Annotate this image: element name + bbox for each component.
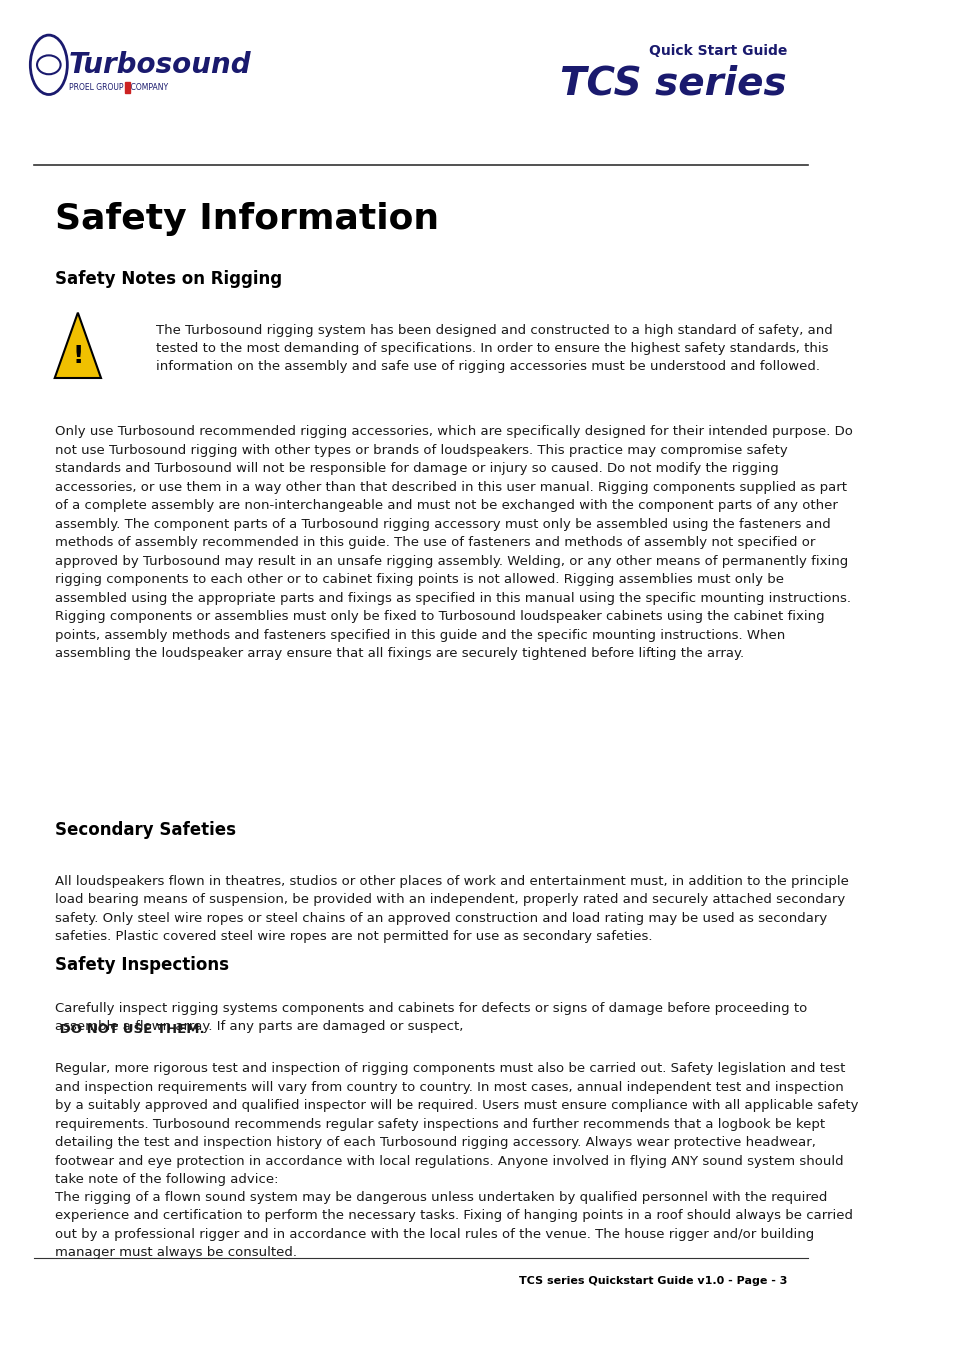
Text: Only use Turbosound recommended rigging accessories, which are specifically desi: Only use Turbosound recommended rigging …: [54, 425, 852, 660]
Text: PROEL GROUP   COMPANY: PROEL GROUP COMPANY: [69, 84, 168, 92]
Text: TCS series: TCS series: [559, 65, 786, 103]
Polygon shape: [54, 313, 101, 378]
Text: Safety Information: Safety Information: [54, 202, 438, 236]
Text: DO NOT USE THEM.: DO NOT USE THEM.: [54, 1023, 204, 1035]
Text: !: !: [72, 344, 84, 367]
Text: The rigging of a flown sound system may be dangerous unless undertaken by qualif: The rigging of a flown sound system may …: [54, 1191, 852, 1260]
Text: TCS series Quickstart Guide v1.0 - Page - 3: TCS series Quickstart Guide v1.0 - Page …: [518, 1276, 786, 1285]
Bar: [125, 82, 130, 93]
Text: Turbosound: Turbosound: [69, 51, 252, 78]
Text: Regular, more rigorous test and inspection of rigging components must also be ca: Regular, more rigorous test and inspecti…: [54, 1062, 858, 1187]
Text: Secondary Safeties: Secondary Safeties: [54, 821, 235, 838]
Text: Safety Inspections: Safety Inspections: [54, 956, 229, 973]
Text: The Turbosound rigging system has been designed and constructed to a high standa: The Turbosound rigging system has been d…: [155, 324, 832, 373]
Text: Quick Start Guide: Quick Start Guide: [648, 45, 786, 58]
Text: Safety Notes on Rigging: Safety Notes on Rigging: [54, 270, 281, 288]
Text: Carefully inspect rigging systems components and cabinets for defects or signs o: Carefully inspect rigging systems compon…: [54, 1002, 806, 1033]
Text: All loudspeakers flown in theatres, studios or other places of work and entertai: All loudspeakers flown in theatres, stud…: [54, 875, 848, 944]
